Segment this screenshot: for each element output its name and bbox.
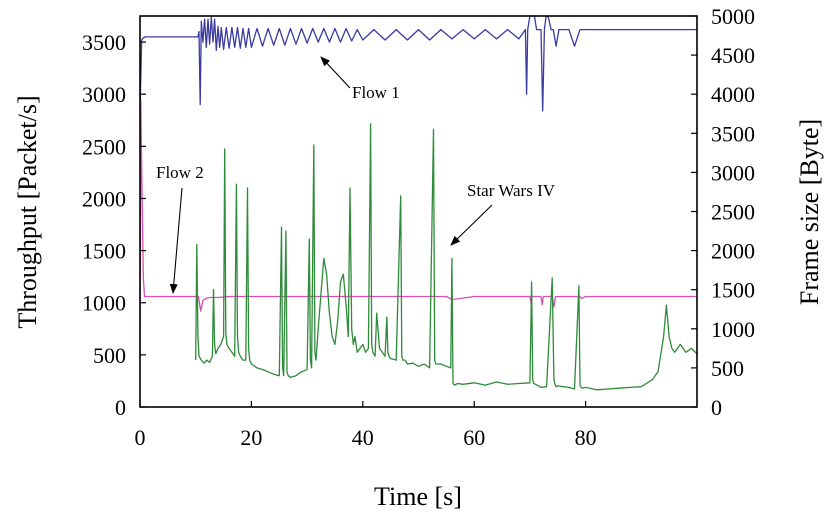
- x-tick-label: 80: [575, 425, 597, 450]
- left-y-tick-label: 500: [93, 343, 126, 368]
- x-axis: 0 20 40 60 80: [135, 401, 597, 450]
- annotation-flow-2: Flow 2: [156, 163, 204, 182]
- right-y-tick-label: 3000: [711, 160, 755, 185]
- left-y-tick-label: 1500: [82, 239, 126, 264]
- x-axis-title: Time [s]: [374, 482, 462, 511]
- series-line-star-wars-iv: [195, 123, 698, 391]
- left-y-axis: 0 500 1000 1500 2000 2500 3000 3500: [82, 30, 146, 420]
- annotation-flow-1: Flow 1: [352, 83, 400, 102]
- annotation-arrow-flow-2: [169, 187, 183, 294]
- right-y-tick-label: 0: [711, 395, 722, 420]
- right-y-tick-label: 3500: [711, 121, 755, 146]
- x-tick-label: 20: [240, 425, 262, 450]
- x-tick-label: 60: [463, 425, 485, 450]
- left-y-tick-label: 3500: [82, 30, 126, 55]
- right-y-tick-label: 1000: [711, 317, 755, 342]
- right-y-tick-label: 4000: [711, 82, 755, 107]
- left-y-axis-title: Throughput [Packet/s]: [13, 95, 42, 328]
- series-line-flow-2: [139, 98, 697, 359]
- left-y-tick-label: 1000: [82, 291, 126, 316]
- annotation-star-wars-iv: Star Wars IV: [467, 181, 556, 200]
- right-y-tick-label: 2500: [711, 200, 755, 225]
- right-y-tick-label: 5000: [711, 4, 755, 29]
- right-y-axis-title: Frame size [Byte]: [795, 119, 824, 305]
- left-y-tick-label: 0: [115, 395, 126, 420]
- left-y-tick-label: 3000: [82, 82, 126, 107]
- plot-frame: [139, 15, 698, 408]
- right-y-tick-label: 500: [711, 356, 744, 381]
- x-tick-label: 0: [135, 425, 146, 450]
- left-y-tick-label: 2500: [82, 134, 126, 159]
- right-y-tick-label: 2000: [711, 239, 755, 264]
- left-y-tick-label: 2000: [82, 186, 126, 211]
- annotation-arrow-flow-1: [320, 56, 351, 89]
- series-layer: [139, 15, 698, 391]
- x-tick-label: 40: [352, 425, 374, 450]
- annotation-arrow-star-wars-iv: [450, 204, 493, 246]
- right-y-tick-label: 4500: [711, 43, 755, 68]
- right-y-axis: 0 500 1000 1500 2000 2500 3000 3500 4000 4500 5000: [691, 4, 755, 420]
- right-y-tick-label: 1500: [711, 278, 755, 303]
- series-line-flow-1: [139, 15, 697, 112]
